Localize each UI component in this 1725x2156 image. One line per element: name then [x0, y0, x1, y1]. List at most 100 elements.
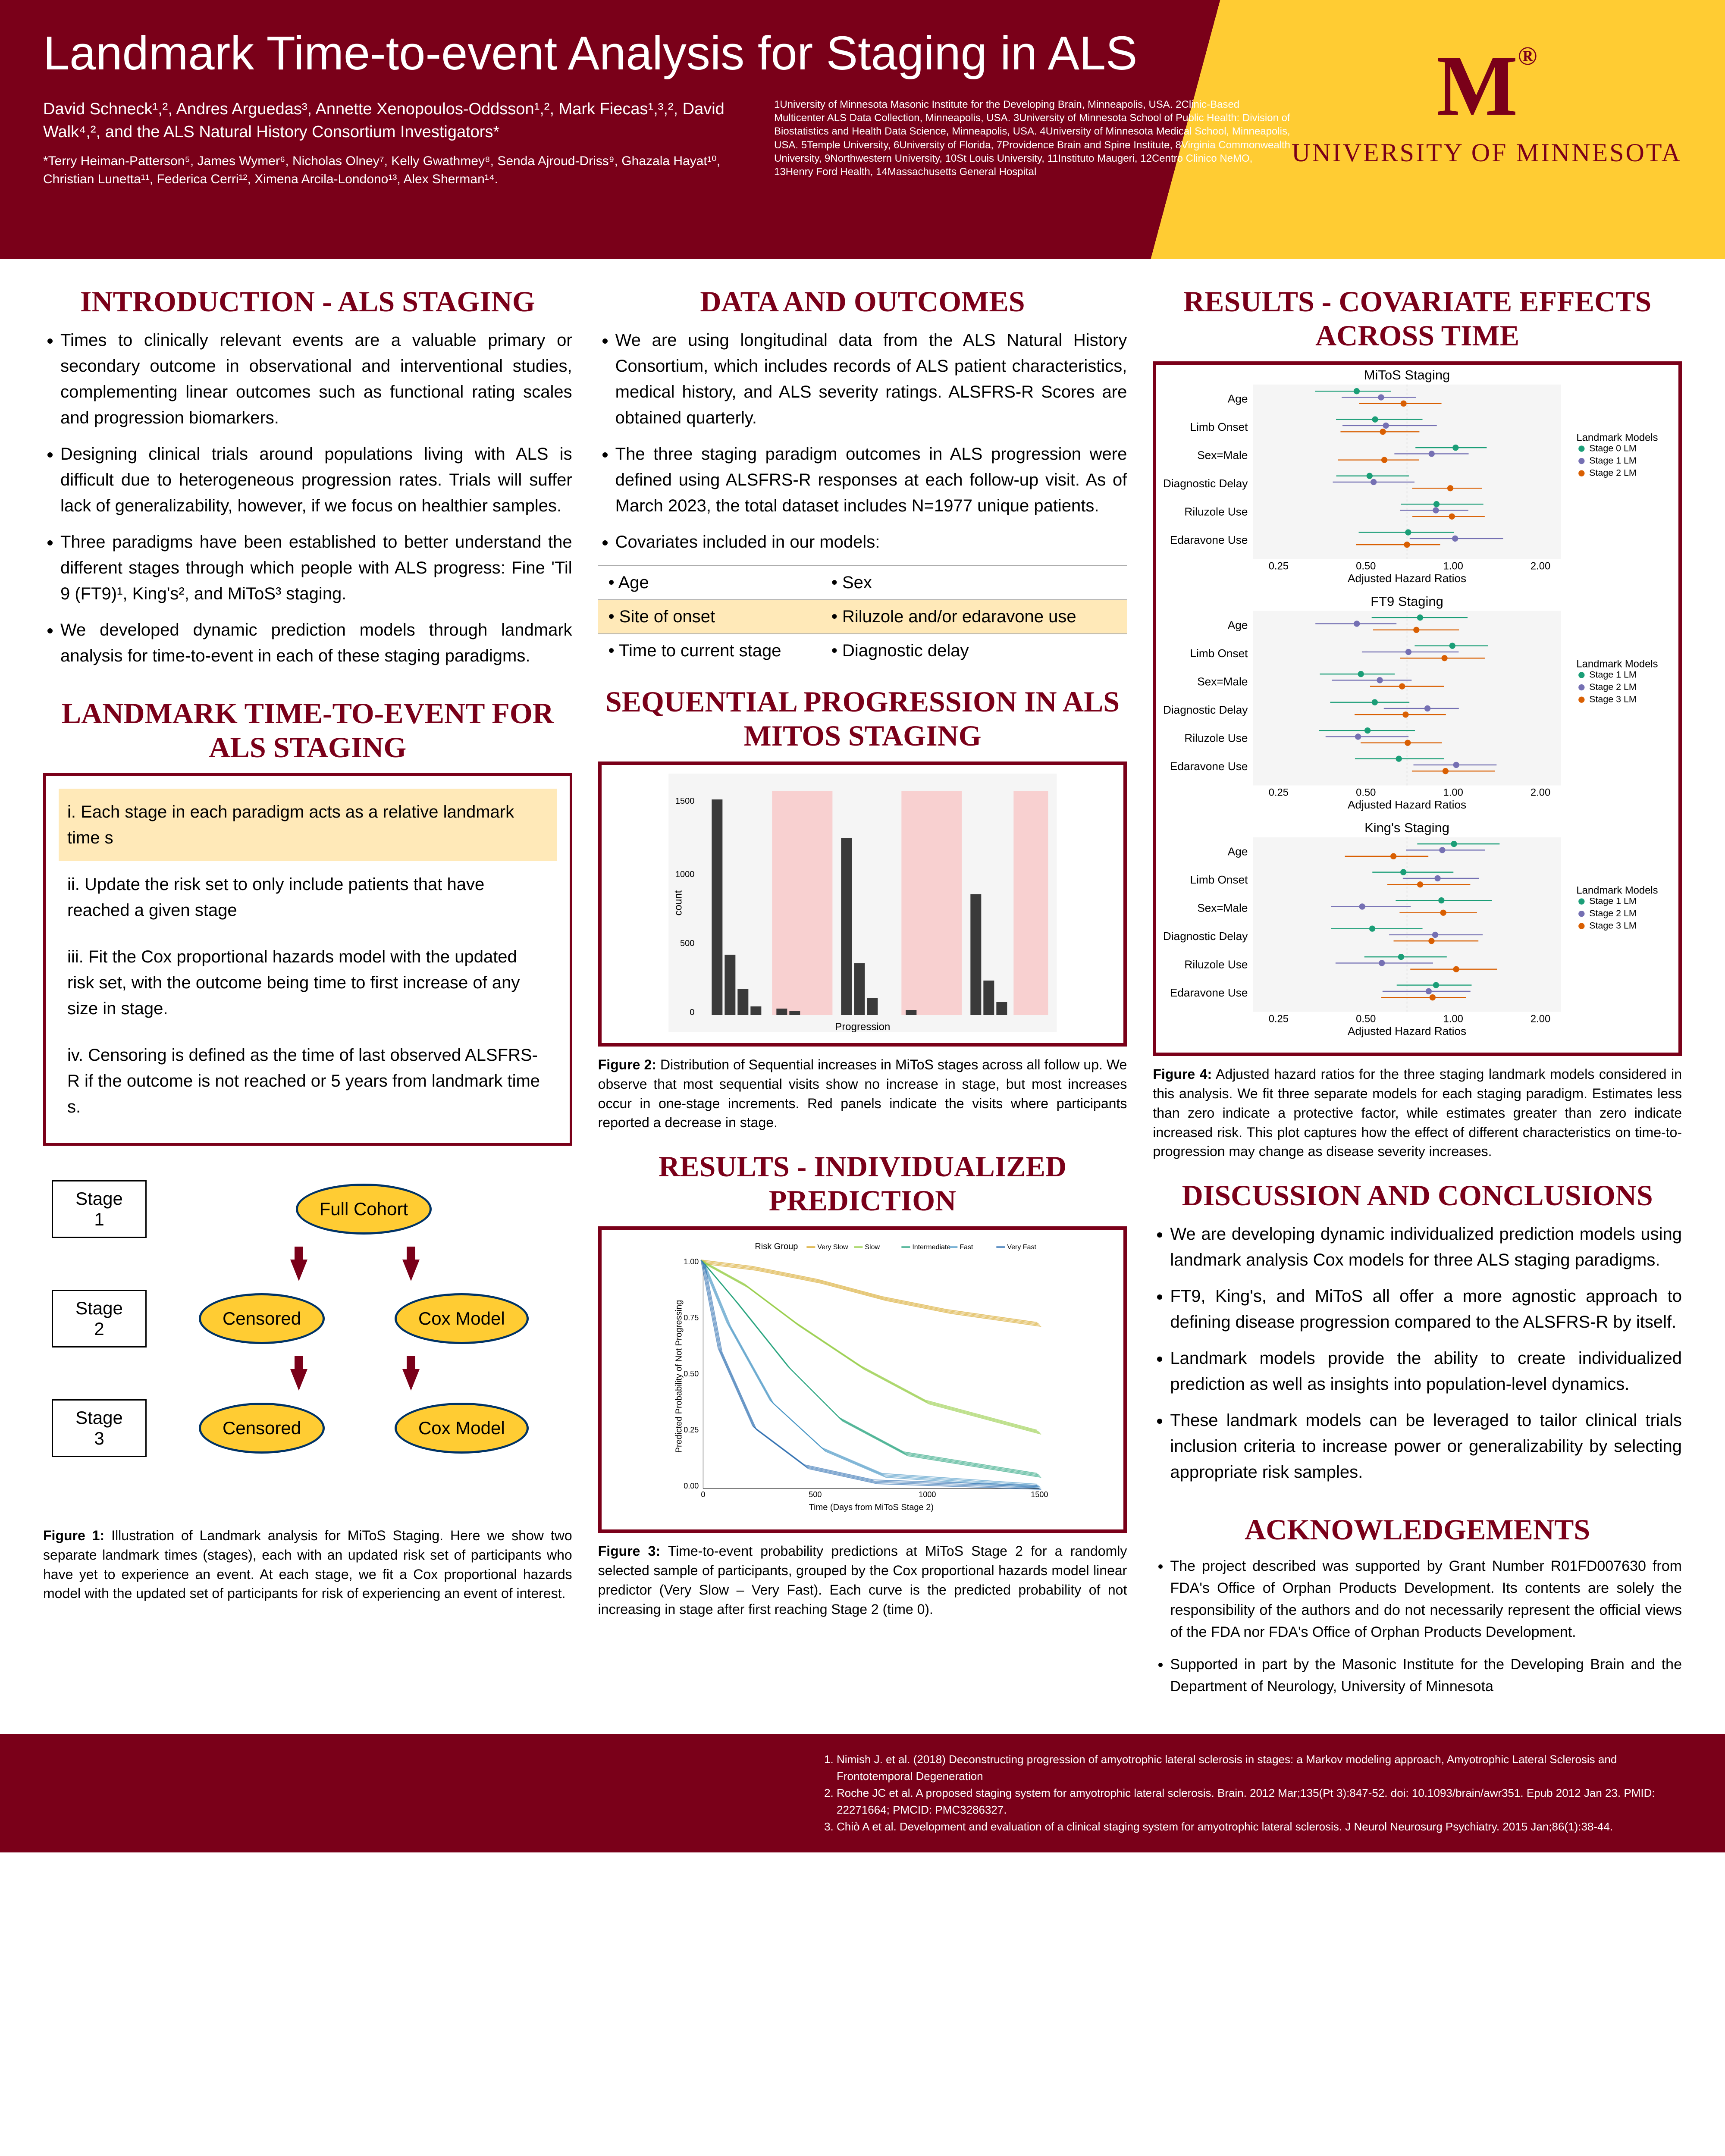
- list-item: We developed dynamic prediction models t…: [60, 617, 572, 669]
- svg-text:Landmark Models: Landmark Models: [1577, 885, 1658, 896]
- svg-text:Stage 0 LM: Stage 0 LM: [1590, 443, 1637, 454]
- cox-model-node-2: Cox Model: [395, 1403, 529, 1454]
- ack-title: ACKNOWLEDGEMENTS: [1153, 1513, 1682, 1547]
- column-1: INTRODUCTION - ALS STAGING Times to clin…: [43, 285, 572, 1708]
- fig3-caption-text: Time-to-event probability predictions at…: [598, 1543, 1127, 1617]
- landmark-step-4: iv. Censoring is defined as the time of …: [59, 1032, 557, 1130]
- svg-text:Stage 1 LM: Stage 1 LM: [1590, 455, 1637, 466]
- svg-text:1.00: 1.00: [684, 1257, 699, 1266]
- list-item: We are developing dynamic individualized…: [1170, 1221, 1682, 1273]
- censored-node-2: Censored: [199, 1403, 325, 1454]
- header: Landmark Time-to-event Analysis for Stag…: [0, 0, 1725, 259]
- svg-text:Very Slow: Very Slow: [817, 1244, 848, 1251]
- svg-text:MiToS Staging: MiToS Staging: [1364, 369, 1450, 382]
- fig2-caption-text: Distribution of Sequential increases in …: [598, 1057, 1127, 1130]
- svg-text:Fast: Fast: [960, 1244, 973, 1251]
- cox-model-node: Cox Model: [395, 1293, 529, 1344]
- svg-text:1500: 1500: [1031, 1490, 1048, 1499]
- svg-text:Stage 2 LM: Stage 2 LM: [1590, 468, 1637, 478]
- svg-text:Stage 3 LM: Stage 3 LM: [1590, 694, 1637, 705]
- svg-text:Diagnostic Delay: Diagnostic Delay: [1163, 477, 1248, 490]
- svg-text:Predicted Probability of Not P: Predicted Probability of Not Progressing: [674, 1300, 684, 1453]
- landmark-step-3: iii. Fit the Cox proportional hazards mo…: [59, 934, 557, 1032]
- list-item: We are using longitudinal data from the …: [615, 327, 1127, 431]
- svg-text:0.25: 0.25: [1269, 1013, 1289, 1025]
- logo: M® UNIVERSITY OF MINNESOTA: [1292, 26, 1682, 168]
- svg-text:Stage 3 LM: Stage 3 LM: [1590, 921, 1637, 931]
- affiliations: 1University of Minnesota Masonic Institu…: [774, 98, 1292, 179]
- arrow-icon: [398, 1247, 424, 1281]
- pred-title: RESULTS - INDIVIDUALIZED PREDICTION: [598, 1150, 1127, 1218]
- svg-text:1.00: 1.00: [1443, 787, 1463, 798]
- svg-text:Age: Age: [1228, 392, 1248, 405]
- survival-chart-svg: Risk Group Very SlowSlowIntermediateFast…: [610, 1238, 1115, 1519]
- fig4-chart: MiToS Staging Age Limb Onset Sex=Male Diagno…: [1153, 361, 1682, 1056]
- svg-text:FT9 Staging: FT9 Staging: [1371, 595, 1444, 609]
- svg-text:500: 500: [680, 939, 694, 948]
- svg-text:0.00: 0.00: [684, 1482, 699, 1490]
- column-2: DATA AND OUTCOMES We are using longitudi…: [598, 285, 1127, 1708]
- list-item: Landmark models provide the ability to c…: [1170, 1345, 1682, 1397]
- ack-text: The project described was supported by G…: [1153, 1555, 1682, 1698]
- svg-text:Sex=Male: Sex=Male: [1198, 448, 1248, 461]
- list-item: These landmark models can be leveraged t…: [1170, 1407, 1682, 1485]
- data-text: We are using longitudinal data from the …: [598, 327, 1127, 555]
- svg-text:Progression: Progression: [835, 1021, 890, 1032]
- poster: Landmark Time-to-event Analysis for Stag…: [0, 0, 1725, 1852]
- svg-text:Adjusted Hazard Ratios: Adjusted Hazard Ratios: [1348, 572, 1466, 585]
- fig4-caption: Figure 4: Adjusted hazard ratios for the…: [1153, 1065, 1682, 1161]
- fig3-caption: Figure 3: Time-to-event probability pred…: [598, 1542, 1127, 1619]
- data-title: DATA AND OUTCOMES: [598, 285, 1127, 319]
- content-grid: INTRODUCTION - ALS STAGING Times to clin…: [0, 259, 1725, 1734]
- svg-text:0.25: 0.25: [684, 1426, 699, 1434]
- discussion-title: DISCUSSION AND CONCLUSIONS: [1153, 1178, 1682, 1213]
- svg-text:Diagnostic Delay: Diagnostic Delay: [1163, 930, 1248, 943]
- svg-text:Riluzole Use: Riluzole Use: [1185, 958, 1248, 971]
- svg-text:Slow: Slow: [865, 1244, 880, 1251]
- svg-text:1.00: 1.00: [1443, 560, 1463, 572]
- svg-text:Edaravone Use: Edaravone Use: [1170, 533, 1248, 546]
- svg-text:Landmark Models: Landmark Models: [1577, 658, 1658, 670]
- arrow-icon: [286, 1247, 312, 1281]
- fig2-chart: count Progression 1500 1000 500 0: [598, 761, 1127, 1047]
- svg-text:0.25: 0.25: [1269, 560, 1289, 572]
- svg-text:Riluzole Use: Riluzole Use: [1185, 505, 1248, 518]
- cov-cell: • Time to current stage: [598, 634, 821, 667]
- svg-text:Adjusted Hazard Ratios: Adjusted Hazard Ratios: [1348, 1025, 1466, 1037]
- covariates-table: • Age• Sex • Site of onset• Riluzole and…: [598, 565, 1127, 667]
- svg-text:2.00: 2.00: [1531, 787, 1550, 798]
- svg-text:count: count: [672, 890, 684, 915]
- cov-cell: • Diagnostic delay: [821, 634, 1127, 667]
- landmark-title: LANDMARK TIME-TO-EVENT FOR ALS STAGING: [43, 696, 572, 765]
- list-item: The project described was supported by G…: [1170, 1555, 1682, 1643]
- svg-text:Age: Age: [1228, 618, 1248, 631]
- svg-text:0.50: 0.50: [1356, 560, 1376, 572]
- fig3-chart: Risk Group Very SlowSlowIntermediateFast…: [598, 1226, 1127, 1533]
- seq-title: SEQUENTIAL PROGRESSION IN ALS MITOS STAG…: [598, 685, 1127, 753]
- intro-title: INTRODUCTION - ALS STAGING: [43, 285, 572, 319]
- header-left: Landmark Time-to-event Analysis for Stag…: [43, 26, 1292, 188]
- svg-text:0.75: 0.75: [684, 1313, 699, 1322]
- full-cohort-node: Full Cohort: [296, 1184, 432, 1235]
- svg-text:King's Staging: King's Staging: [1364, 822, 1449, 835]
- cov-cell: • Sex: [821, 566, 1127, 600]
- stage-2-label: Stage 2: [52, 1290, 147, 1348]
- svg-text:Limb Onset: Limb Onset: [1190, 647, 1248, 660]
- ref-item: Nimish J. et al. (2018) Deconstructing p…: [837, 1751, 1682, 1785]
- discussion-text: We are developing dynamic individualized…: [1153, 1221, 1682, 1485]
- cov-cell: • Riluzole and/or edaravone use: [821, 600, 1127, 634]
- svg-text:Diagnostic Delay: Diagnostic Delay: [1163, 703, 1248, 716]
- bar-chart-svg: count Progression 1500 1000 500 0: [610, 774, 1115, 1032]
- svg-text:Time (Days from MiToS Stage 2): Time (Days from MiToS Stage 2): [809, 1503, 933, 1512]
- svg-text:0: 0: [701, 1490, 705, 1499]
- stage-3-label: Stage 3: [52, 1399, 147, 1457]
- svg-text:Adjusted Hazard Ratios: Adjusted Hazard Ratios: [1348, 798, 1466, 811]
- list-item: Times to clinically relevant events are …: [60, 327, 572, 431]
- arrow-icon: [398, 1356, 424, 1391]
- landmark-step-1: i. Each stage in each paradigm acts as a…: [59, 789, 557, 861]
- svg-text:0.50: 0.50: [1356, 1013, 1376, 1025]
- poster-title: Landmark Time-to-event Analysis for Stag…: [43, 26, 1292, 81]
- svg-text:2.00: 2.00: [1531, 560, 1550, 572]
- cov-cell: • Age: [598, 566, 821, 600]
- stage-1-label: Stage 1: [52, 1180, 147, 1238]
